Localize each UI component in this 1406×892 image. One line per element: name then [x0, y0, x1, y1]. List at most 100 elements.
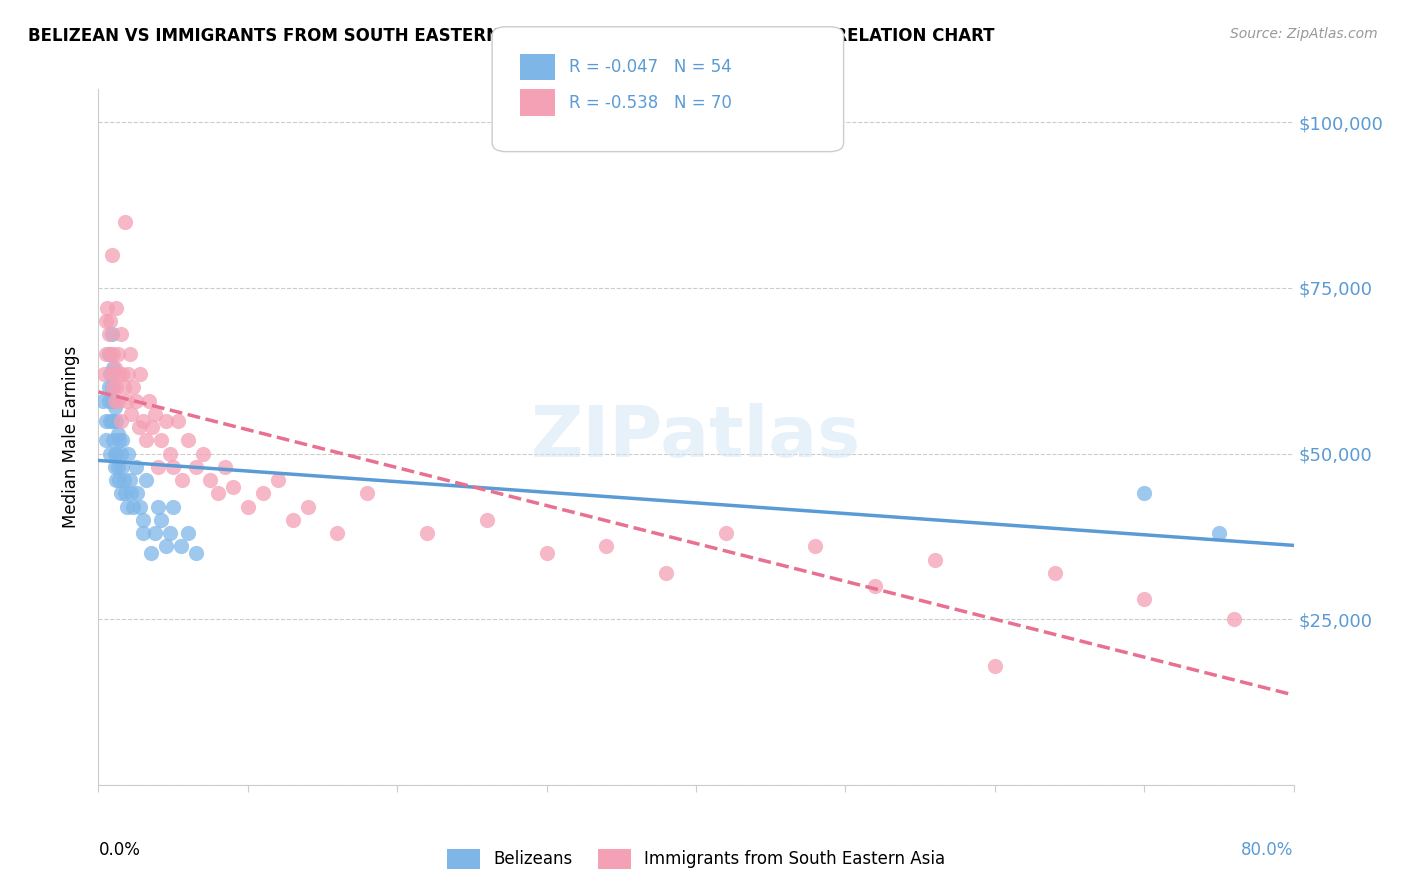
Point: [101, 248, 124, 262]
Text: R = -0.047   N = 54: R = -0.047 N = 54: [569, 58, 733, 76]
Point: [108, 367, 131, 381]
Point: [110, 486, 132, 500]
Point: [115, 500, 138, 514]
Point: [105, 380, 128, 394]
Point: [94, 434, 117, 448]
Point: [132, 526, 155, 541]
Legend: Belizeans, Immigrants from South Eastern Asia: Belizeans, Immigrants from South Eastern…: [440, 842, 952, 876]
Point: [117, 367, 139, 381]
Point: [107, 393, 129, 408]
Point: [984, 658, 1007, 673]
Point: [91, 393, 114, 408]
Point: [107, 459, 129, 474]
Point: [148, 459, 170, 474]
Point: [103, 434, 125, 448]
Point: [475, 513, 498, 527]
Point: [103, 360, 125, 375]
Point: [139, 546, 162, 560]
Point: [159, 526, 181, 541]
Point: [118, 347, 141, 361]
Point: [104, 447, 127, 461]
Point: [101, 413, 124, 427]
Point: [141, 420, 163, 434]
Point: [416, 526, 439, 541]
Point: [104, 401, 127, 415]
Point: [98, 367, 122, 381]
Point: [1223, 612, 1246, 626]
Point: [252, 486, 274, 500]
Point: [104, 360, 127, 375]
Text: BELIZEAN VS IMMIGRANTS FROM SOUTH EASTERN ASIA MEDIAN MALE EARNINGS CORRELATION : BELIZEAN VS IMMIGRANTS FROM SOUTH EASTER…: [28, 27, 994, 45]
Point: [105, 413, 128, 427]
Point: [191, 447, 214, 461]
Point: [150, 434, 173, 448]
Point: [105, 473, 128, 487]
Point: [98, 413, 122, 427]
Point: [326, 526, 349, 541]
Point: [94, 413, 117, 427]
Point: [93, 367, 115, 381]
Point: [135, 473, 157, 487]
Point: [184, 459, 207, 474]
Point: [236, 500, 259, 514]
Point: [98, 447, 122, 461]
Y-axis label: Median Male Earnings: Median Male Earnings: [62, 346, 80, 528]
Point: [97, 393, 120, 408]
Text: ZIPatlas: ZIPatlas: [531, 402, 860, 472]
Point: [135, 434, 157, 448]
Point: [200, 473, 222, 487]
Point: [110, 413, 132, 427]
Point: [110, 447, 132, 461]
Point: [107, 426, 129, 441]
Point: [128, 420, 150, 434]
Point: [177, 434, 200, 448]
Point: [101, 367, 124, 381]
Point: [101, 380, 124, 394]
Point: [101, 327, 124, 342]
Point: [155, 413, 177, 427]
Point: [98, 347, 122, 361]
Point: [166, 413, 188, 427]
Point: [155, 540, 177, 554]
Point: [121, 500, 143, 514]
Point: [159, 447, 181, 461]
Point: [111, 459, 134, 474]
Point: [108, 473, 131, 487]
Point: [115, 393, 138, 408]
Point: [281, 513, 304, 527]
Point: [104, 393, 127, 408]
Point: [103, 380, 125, 394]
Point: [148, 500, 170, 514]
Point: [162, 459, 184, 474]
Text: R = -0.538   N = 70: R = -0.538 N = 70: [569, 94, 733, 112]
Point: [356, 486, 378, 500]
Point: [105, 301, 128, 315]
Point: [169, 540, 191, 554]
Point: [96, 301, 118, 315]
Point: [120, 407, 142, 421]
Point: [104, 459, 127, 474]
Point: [655, 566, 678, 580]
Point: [120, 486, 142, 500]
Point: [114, 215, 136, 229]
Point: [105, 447, 128, 461]
Point: [97, 327, 120, 342]
Point: [94, 314, 117, 328]
Point: [103, 393, 125, 408]
Point: [1133, 486, 1156, 500]
Point: [132, 513, 155, 527]
Point: [1043, 566, 1066, 580]
Point: [110, 327, 132, 342]
Point: [138, 393, 160, 408]
Point: [184, 546, 207, 560]
Point: [207, 486, 229, 500]
Point: [112, 380, 135, 394]
Point: [129, 367, 152, 381]
Point: [536, 546, 558, 560]
Point: [98, 314, 122, 328]
Text: Source: ZipAtlas.com: Source: ZipAtlas.com: [1230, 27, 1378, 41]
Point: [108, 434, 131, 448]
Point: [804, 540, 827, 554]
Point: [94, 347, 117, 361]
Point: [127, 486, 149, 500]
